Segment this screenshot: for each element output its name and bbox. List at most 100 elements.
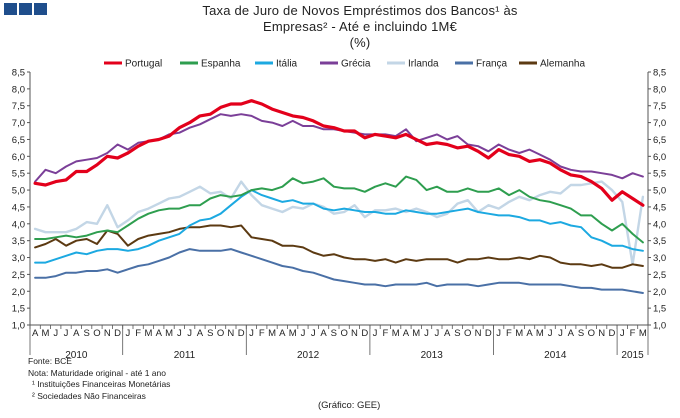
y-tick-label-right: 5,5	[653, 169, 666, 180]
y-tick-label-right: 4,0	[653, 219, 666, 230]
legend-label: Alemanha	[540, 59, 585, 70]
legend-label: Itália	[276, 59, 298, 70]
year-label: 2011	[174, 350, 196, 361]
y-tick-label: 3,0	[12, 253, 25, 264]
footnote-1: ¹ Instituições Financeiras Monetárias	[32, 379, 171, 390]
year-label: 2012	[297, 350, 320, 361]
x-tick-label: A	[568, 328, 575, 339]
chart-title: Taxa de Juro de Novos Empréstimos dos Ba…	[180, 3, 540, 51]
x-tick-label: F	[382, 328, 388, 339]
x-tick-label: N	[104, 328, 111, 339]
x-tick-label: S	[83, 328, 89, 339]
y-tick-label-right: 1,0	[653, 321, 666, 332]
x-tick-label: N	[475, 328, 482, 339]
chart-title-text: Taxa de Juro de Novos Empréstimos dos Ba…	[202, 3, 518, 34]
y-tick-label: 7,0	[12, 118, 25, 129]
y-tick-label: 3,5	[12, 236, 25, 247]
series-line-alemanha	[34, 224, 644, 269]
x-tick-label: J	[496, 328, 501, 339]
x-tick-label: M	[639, 328, 647, 339]
x-tick-label: A	[444, 328, 451, 339]
x-tick-label: D	[485, 328, 492, 339]
x-tick-label: J	[558, 328, 563, 339]
x-tick-label: O	[217, 328, 224, 339]
x-tick-label: A	[197, 328, 204, 339]
x-tick-label: A	[403, 328, 410, 339]
x-tick-label: M	[41, 328, 49, 339]
x-tick-label: M	[144, 328, 152, 339]
y-tick-label-right: 1,5	[653, 304, 666, 315]
x-tick-label: S	[207, 328, 213, 339]
y-tick-label-right: 4,5	[653, 202, 666, 213]
x-tick-label: F	[630, 328, 636, 339]
x-tick-label: F	[506, 328, 512, 339]
legend-label: Irlanda	[408, 59, 439, 70]
y-tick-label: 5,5	[12, 169, 25, 180]
y-tick-label: 6,0	[12, 152, 25, 163]
series-line-itália	[34, 189, 644, 264]
x-tick-label: D	[238, 328, 245, 339]
x-tick-label: O	[93, 328, 100, 339]
series-line-frança	[34, 248, 644, 294]
x-tick-label: N	[227, 328, 234, 339]
year-label: 2010	[65, 350, 88, 361]
x-tick-label: J	[548, 328, 553, 339]
y-tick-label-right: 3,0	[653, 253, 666, 264]
y-tick-label-right: 2,5	[653, 270, 666, 281]
legend-label: Grécia	[341, 59, 371, 70]
y-tick-label: 4,5	[12, 202, 25, 213]
y-tick-label: 5,0	[12, 186, 25, 197]
logo-square	[4, 3, 17, 15]
y-tick-label-right: 3,5	[653, 236, 666, 247]
x-tick-label: O	[464, 328, 471, 339]
x-tick-label: D	[114, 328, 121, 339]
x-tick-label: S	[578, 328, 584, 339]
maturity-note: Nota: Maturidade original - até 1 ano	[28, 367, 166, 378]
y-tick-label-right: 6,0	[653, 152, 666, 163]
y-tick-label: 2,0	[12, 287, 25, 298]
source-note: Fonte: BCE	[28, 356, 72, 366]
y-tick-label-right: 7,5	[653, 101, 666, 112]
x-tick-label: S	[454, 328, 460, 339]
x-tick-label: J	[373, 328, 378, 339]
x-tick-label: J	[434, 328, 439, 339]
x-tick-label: J	[53, 328, 58, 339]
logo-square	[34, 3, 47, 15]
year-label: 2014	[544, 350, 567, 361]
series-line-irlanda	[33, 180, 645, 266]
y-tick-label: 6,5	[12, 135, 25, 146]
x-tick-label: A	[73, 328, 80, 339]
y-tick-label-right: 2,0	[653, 287, 666, 298]
x-tick-label: D	[361, 328, 368, 339]
logo-square	[19, 3, 32, 15]
y-tick-label: 4,0	[12, 219, 25, 230]
chart-credit: (Gráfico: GEE)	[318, 400, 381, 411]
x-tick-label: N	[598, 328, 605, 339]
x-tick-label: J	[125, 328, 130, 339]
x-tick-label: M	[392, 328, 400, 339]
y-tick-label: 8,0	[12, 84, 25, 95]
x-tick-label: J	[187, 328, 192, 339]
logo	[4, 3, 47, 15]
x-tick-label: A	[156, 328, 163, 339]
y-tick-label-right: 6,5	[653, 135, 666, 146]
y-tick-label-right: 7,0	[653, 118, 666, 129]
y-tick-label: 8,5	[12, 68, 25, 79]
legend-label: Espanha	[201, 59, 241, 70]
x-tick-label: A	[320, 328, 327, 339]
year-label: 2015	[621, 350, 644, 361]
legend-label: França	[476, 59, 508, 70]
x-tick-label: M	[289, 328, 297, 339]
x-tick-label: M	[412, 328, 420, 339]
y-tick-label: 1,0	[12, 321, 25, 332]
x-tick-label: O	[340, 328, 347, 339]
x-tick-label: A	[526, 328, 533, 339]
x-tick-label: F	[135, 328, 141, 339]
x-tick-label: J	[311, 328, 316, 339]
x-tick-label: M	[515, 328, 523, 339]
chart-notes: Fonte: BCE Nota: Maturidade original - a…	[28, 356, 170, 402]
year-label: 2013	[421, 350, 444, 361]
footnote-2: ² Sociedades Não Financeiras	[32, 390, 146, 401]
chart-unit: (%)	[349, 35, 371, 50]
